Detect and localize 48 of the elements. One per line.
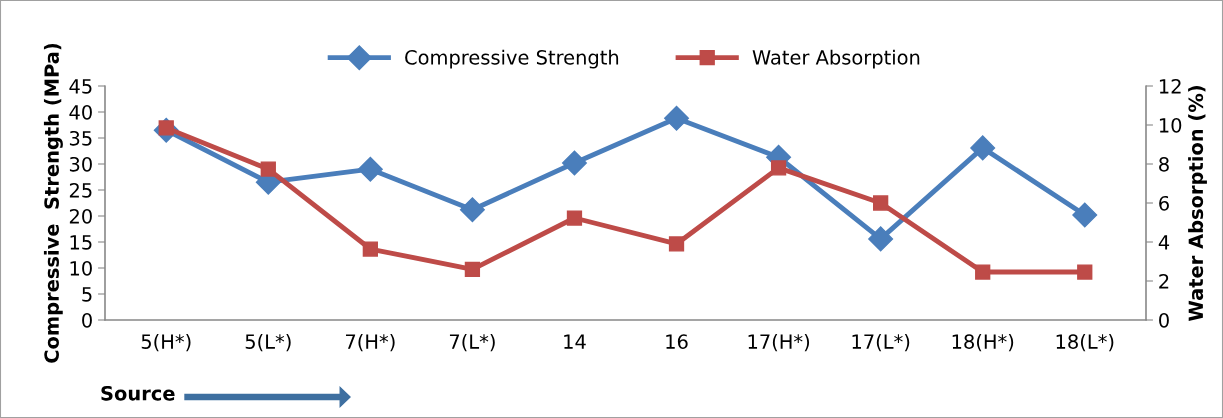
y2-tick-label: 10 — [1159, 117, 1182, 133]
text: Source — [101, 385, 175, 401]
y2-tick-label: 6 — [1159, 195, 1169, 211]
x-tick-label: 7(H*) — [346, 333, 395, 352]
point — [561, 150, 587, 176]
y2-tick-label: 12 — [1159, 78, 1181, 94]
y-tick-label: 40 — [69, 104, 92, 120]
point — [464, 261, 481, 277]
point — [459, 197, 485, 223]
y-tick-label: 10 — [70, 260, 92, 276]
x-tick-label: 16 — [666, 334, 688, 349]
point — [260, 161, 276, 177]
y-axis-title: Compressive Strength (MPa) — [43, 43, 63, 363]
point — [362, 241, 378, 257]
y2-tick-label: 0 — [1159, 312, 1169, 328]
x-tick-label: 18(H*) — [952, 333, 1014, 352]
point — [975, 264, 991, 280]
point — [970, 135, 996, 161]
x-tick-label: 18(L*) — [1056, 333, 1114, 352]
point — [873, 195, 889, 211]
point — [566, 210, 583, 226]
x-tick-label: 5(L*) — [245, 333, 291, 352]
x-tick-label: 17(L*) — [852, 333, 910, 352]
y2-tick-label: 4 — [1158, 235, 1170, 250]
y-tick-label: 35 — [69, 130, 92, 146]
y-tick-label: 15 — [70, 235, 92, 250]
legend-label: Compressive Strength — [405, 49, 619, 69]
point — [1072, 202, 1098, 228]
y-tick-label: 30 — [69, 156, 92, 172]
y-tick-label: 25 — [69, 182, 92, 198]
point — [1077, 264, 1093, 280]
x-tick-label: 14 — [564, 334, 586, 349]
y-tick-label: 0 — [82, 312, 92, 328]
legend-label: Water Absorption — [752, 49, 920, 69]
x-tick-label: 17(H*) — [748, 333, 810, 352]
y-tick-label: 45 — [69, 79, 92, 94]
y-tick-label: 5 — [82, 287, 92, 302]
point — [664, 105, 690, 131]
y-tick-label: 20 — [69, 208, 92, 224]
point — [868, 226, 894, 252]
y2-tick-label: 8 — [1159, 156, 1169, 172]
y2-tick-label: 2 — [1159, 273, 1169, 289]
x-tick-label: 5(H*) — [141, 333, 191, 352]
y2-axis-title: Water Absorption (%) — [1188, 86, 1207, 322]
point — [357, 156, 383, 182]
point — [668, 236, 685, 252]
x-tick-label: 7(L*) — [449, 333, 495, 352]
point — [770, 160, 787, 176]
